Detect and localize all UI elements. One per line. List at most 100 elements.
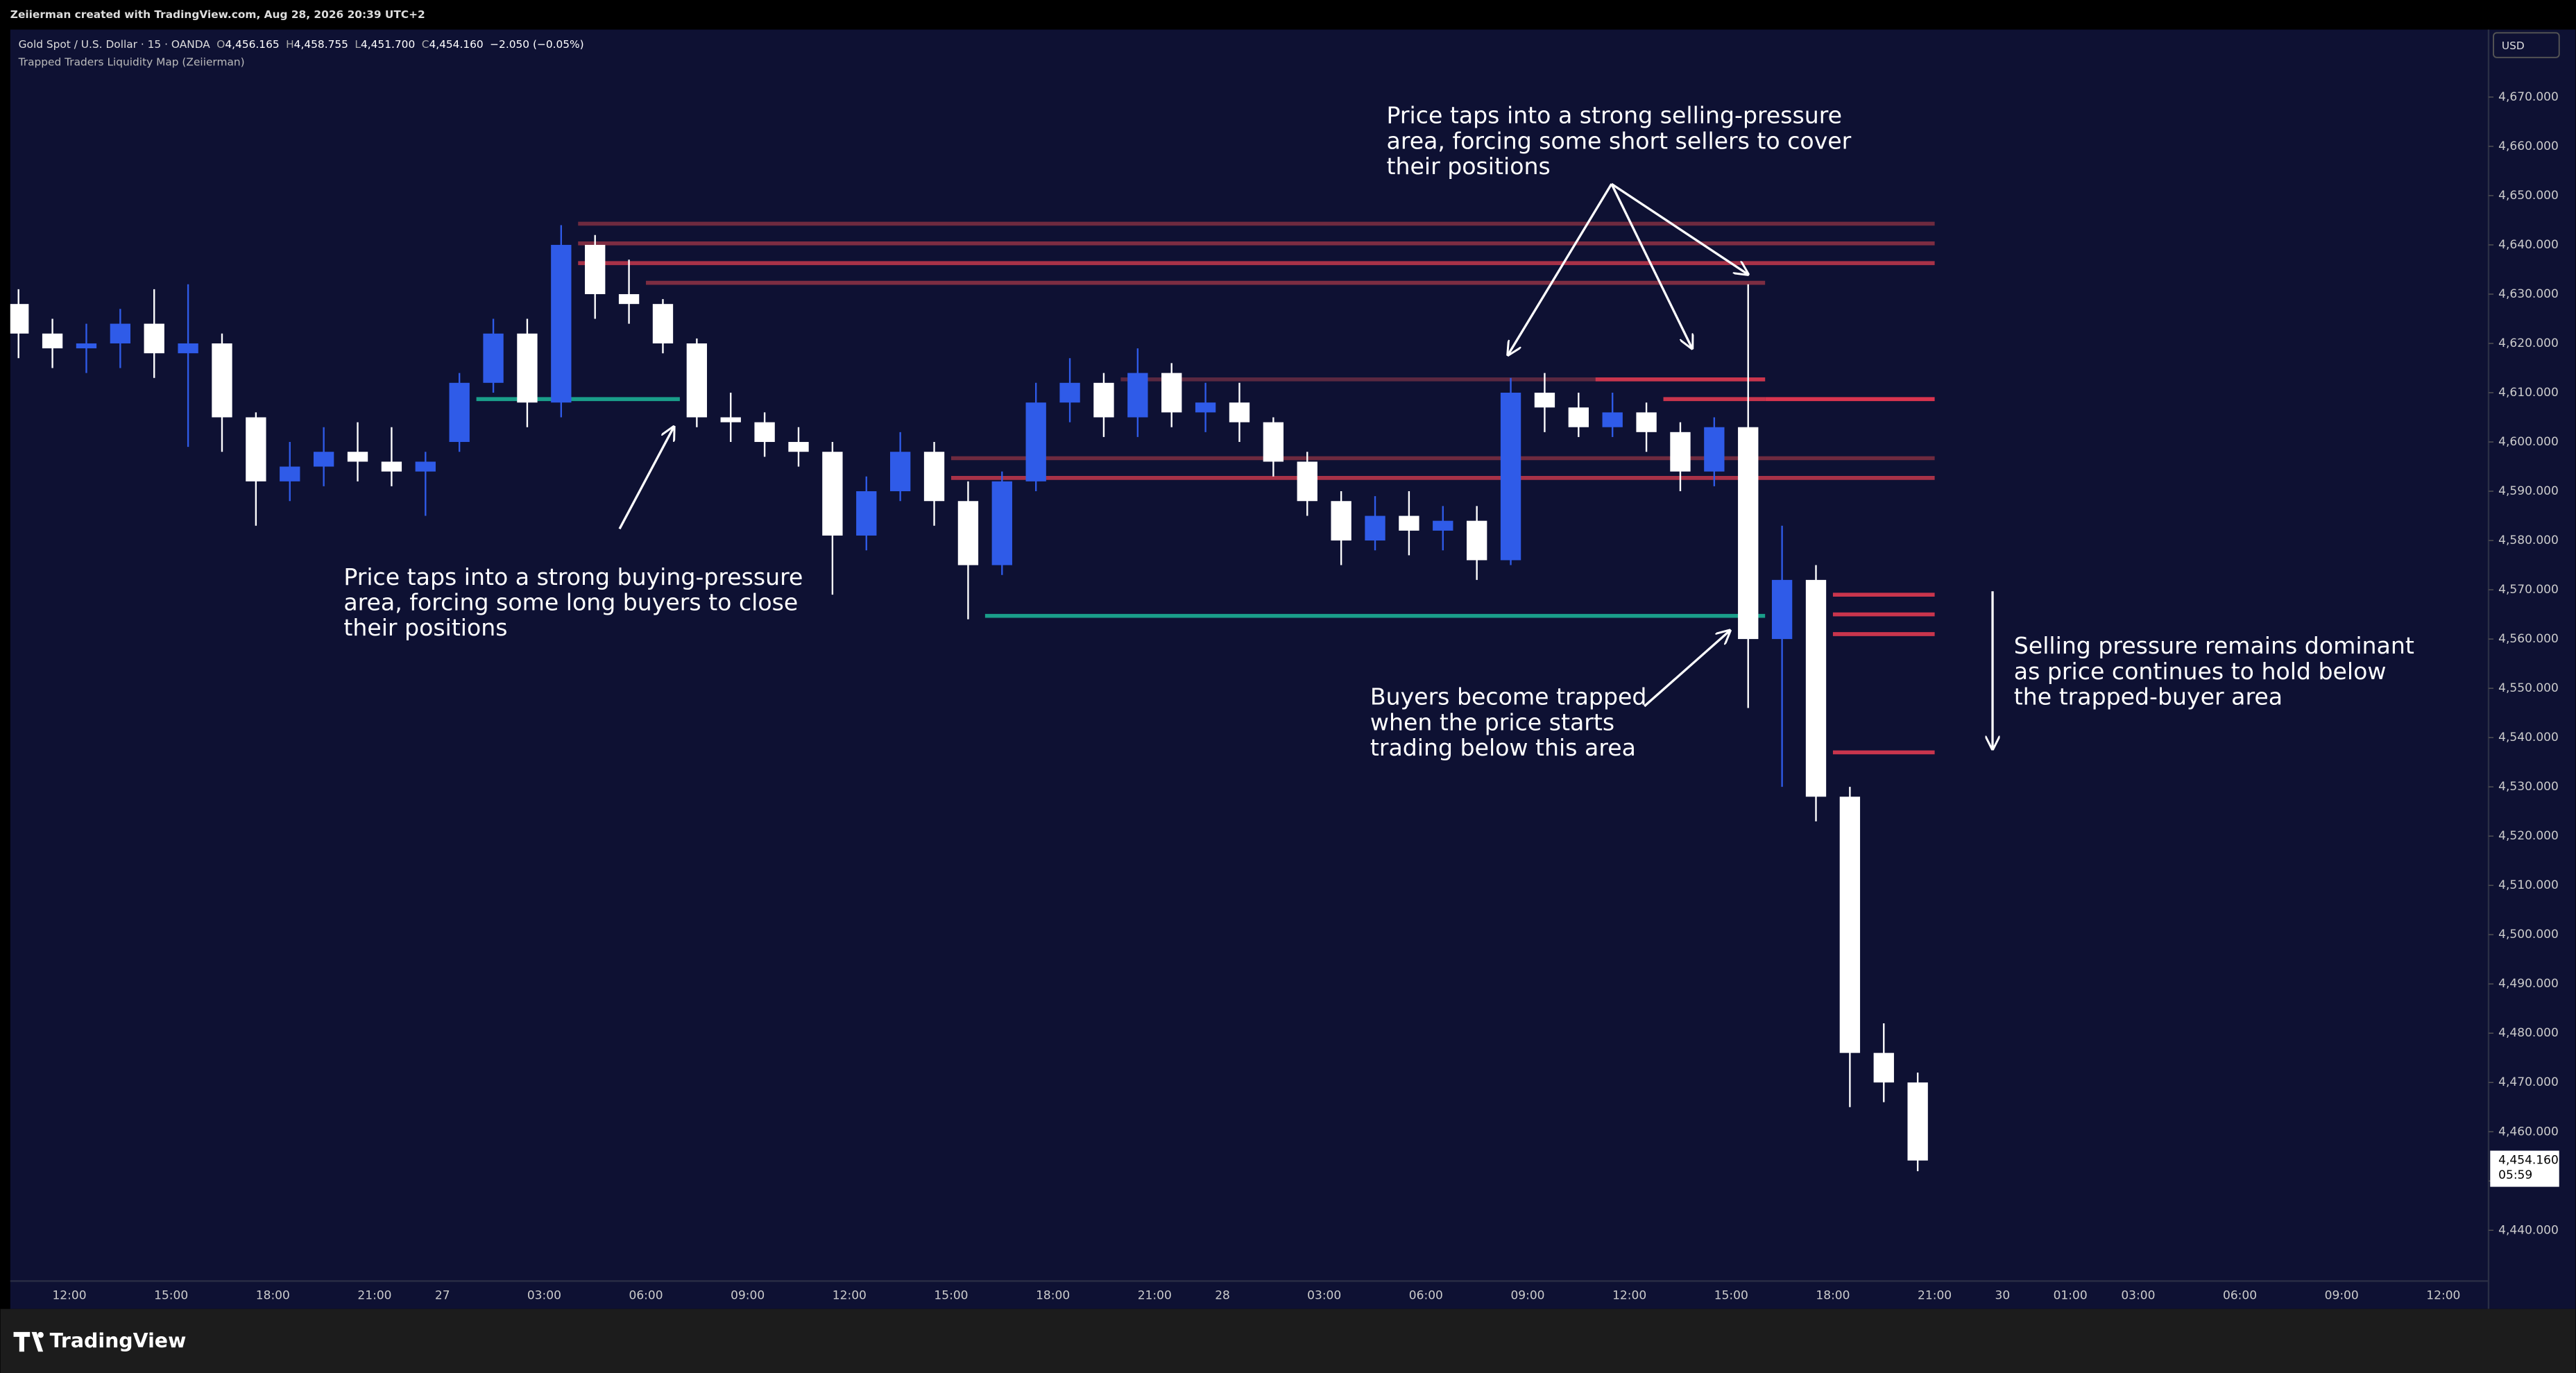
- candle-body: [991, 481, 1012, 565]
- last-price-box: [2490, 1150, 2559, 1187]
- y-tick-label: 4,520.000: [2498, 829, 2559, 843]
- annotation-line: when the price starts: [1370, 708, 1614, 735]
- candle-body: [1433, 520, 1453, 531]
- y-tick-label: 4,640.000: [2498, 238, 2559, 252]
- candle-body: [957, 501, 979, 565]
- ohlc-key: L: [355, 37, 361, 50]
- symbol-line: Gold Spot / U.S. Dollar · 15 · OANDA O4,4…: [19, 37, 584, 50]
- x-tick-label: 12:00: [2426, 1289, 2460, 1303]
- candle-body: [1399, 515, 1419, 531]
- currency[interactable]: USD: [2502, 40, 2525, 52]
- x-tick-label: 06:00: [1409, 1289, 1443, 1303]
- currency-box[interactable]: [2493, 32, 2560, 58]
- candle-body: [178, 343, 198, 354]
- candle-body: [788, 442, 809, 452]
- ohlc-key: O: [216, 37, 225, 50]
- candle-body: [483, 333, 504, 383]
- x-tick-label: 30: [1995, 1289, 2011, 1303]
- x-tick-label: 12:00: [1612, 1289, 1646, 1303]
- arrow: [1610, 183, 1692, 348]
- y-tick-label: 4,510.000: [2498, 878, 2559, 892]
- x-tick-label: 09:00: [1510, 1289, 1544, 1303]
- candle-body: [1025, 402, 1046, 481]
- candle-body: [585, 244, 606, 294]
- ohlc-value: 4,456.165: [225, 37, 279, 50]
- y-tick-label: 4,560.000: [2498, 632, 2559, 646]
- x-tick-label: 21:00: [357, 1289, 391, 1303]
- y-tick-label: 4,460.000: [2498, 1125, 2559, 1139]
- arrow: [1644, 631, 1730, 708]
- x-tick-label: 15:00: [154, 1289, 188, 1303]
- candle-body: [1602, 412, 1623, 427]
- candle-body: [144, 323, 164, 354]
- y-tick-label: 4,500.000: [2498, 928, 2559, 941]
- candle-body: [1195, 402, 1216, 413]
- candle-body: [110, 323, 131, 343]
- symbol-ohlc: Gold Spot / U.S. Dollar · 15 · OANDA O4,4…: [19, 37, 584, 50]
- candle-body: [1771, 579, 1793, 640]
- candle-body: [754, 422, 775, 443]
- ohlc-value: 4,458.755: [294, 37, 348, 50]
- candle-body: [313, 452, 334, 467]
- candle-body: [1229, 402, 1250, 423]
- symbol: Gold Spot / U.S. Dollar · 15 · OANDA: [19, 37, 211, 50]
- x-tick-label: 18:00: [256, 1289, 290, 1303]
- x-tick-label: 09:00: [2325, 1289, 2359, 1303]
- candle-body: [856, 491, 877, 536]
- y-tick-label: 4,540.000: [2498, 731, 2559, 744]
- brand[interactable]: TradingView: [50, 1329, 187, 1352]
- y-tick-label: 4,610.000: [2498, 386, 2559, 400]
- y-tick-label: 4,620.000: [2498, 336, 2559, 350]
- annotation-line: their positions: [1387, 153, 1551, 180]
- plot: [10, 221, 1935, 1172]
- y-tick-label: 4,630.000: [2498, 287, 2559, 301]
- candle-body: [1907, 1082, 1928, 1161]
- candle-body: [42, 333, 63, 349]
- candle-body: [889, 452, 911, 492]
- x-tick-label: 21:00: [1138, 1289, 1172, 1303]
- candle-body: [1297, 461, 1317, 502]
- x-tick-label: 12:00: [52, 1289, 86, 1303]
- y-tick-label: 4,550.000: [2498, 681, 2559, 695]
- candle-body: [822, 452, 843, 536]
- candle-body: [1704, 427, 1725, 472]
- y-tick-label: 4,440.000: [2498, 1223, 2559, 1237]
- x-tick-label: 27: [435, 1289, 450, 1303]
- annotation-line: Price taps into a strong selling-pressur…: [1387, 102, 1843, 129]
- x-tick-label: 12:00: [833, 1289, 867, 1303]
- candle-body: [720, 417, 741, 423]
- candle-body: [280, 466, 300, 481]
- credit: Zeiierman created with TradingView.com, …: [10, 8, 425, 21]
- candle-body: [1500, 393, 1521, 561]
- candle-body: [1568, 407, 1589, 427]
- x-tick-label: 15:00: [934, 1289, 968, 1303]
- ohlc-key: C: [422, 37, 429, 50]
- candle-body: [923, 452, 945, 502]
- y-tick-label: 4,470.000: [2498, 1075, 2559, 1089]
- candle-body: [1467, 520, 1487, 561]
- candle-body: [1263, 422, 1284, 462]
- x-tick-label: 06:00: [629, 1289, 663, 1303]
- annotation-line: trading below this area: [1370, 734, 1636, 761]
- annotation-line: Price taps into a strong buying-pressure: [343, 563, 803, 590]
- candle-body: [212, 343, 232, 418]
- x-tick-label: 28: [1215, 1289, 1230, 1303]
- candle-body: [1093, 382, 1114, 418]
- x-tick-label: 21:00: [1918, 1289, 1952, 1303]
- ohlc-key: H: [286, 37, 294, 50]
- candle-body: [381, 461, 402, 472]
- arrows: [618, 182, 1993, 749]
- arrow: [1508, 183, 1613, 355]
- candle-body: [1636, 412, 1657, 432]
- annotation-line: Buyers become trapped: [1370, 683, 1647, 710]
- x-tick-label: 03:00: [527, 1289, 561, 1303]
- x-tick-label: 03:00: [1307, 1289, 1341, 1303]
- candle-body: [347, 452, 368, 462]
- candle-body: [652, 304, 674, 343]
- annotation-line: as price continues to hold below: [2014, 658, 2387, 685]
- candle-body: [1059, 382, 1080, 403]
- candle-body: [76, 343, 97, 349]
- y-tick-label: 4,580.000: [2498, 534, 2559, 547]
- candle-body: [246, 417, 266, 481]
